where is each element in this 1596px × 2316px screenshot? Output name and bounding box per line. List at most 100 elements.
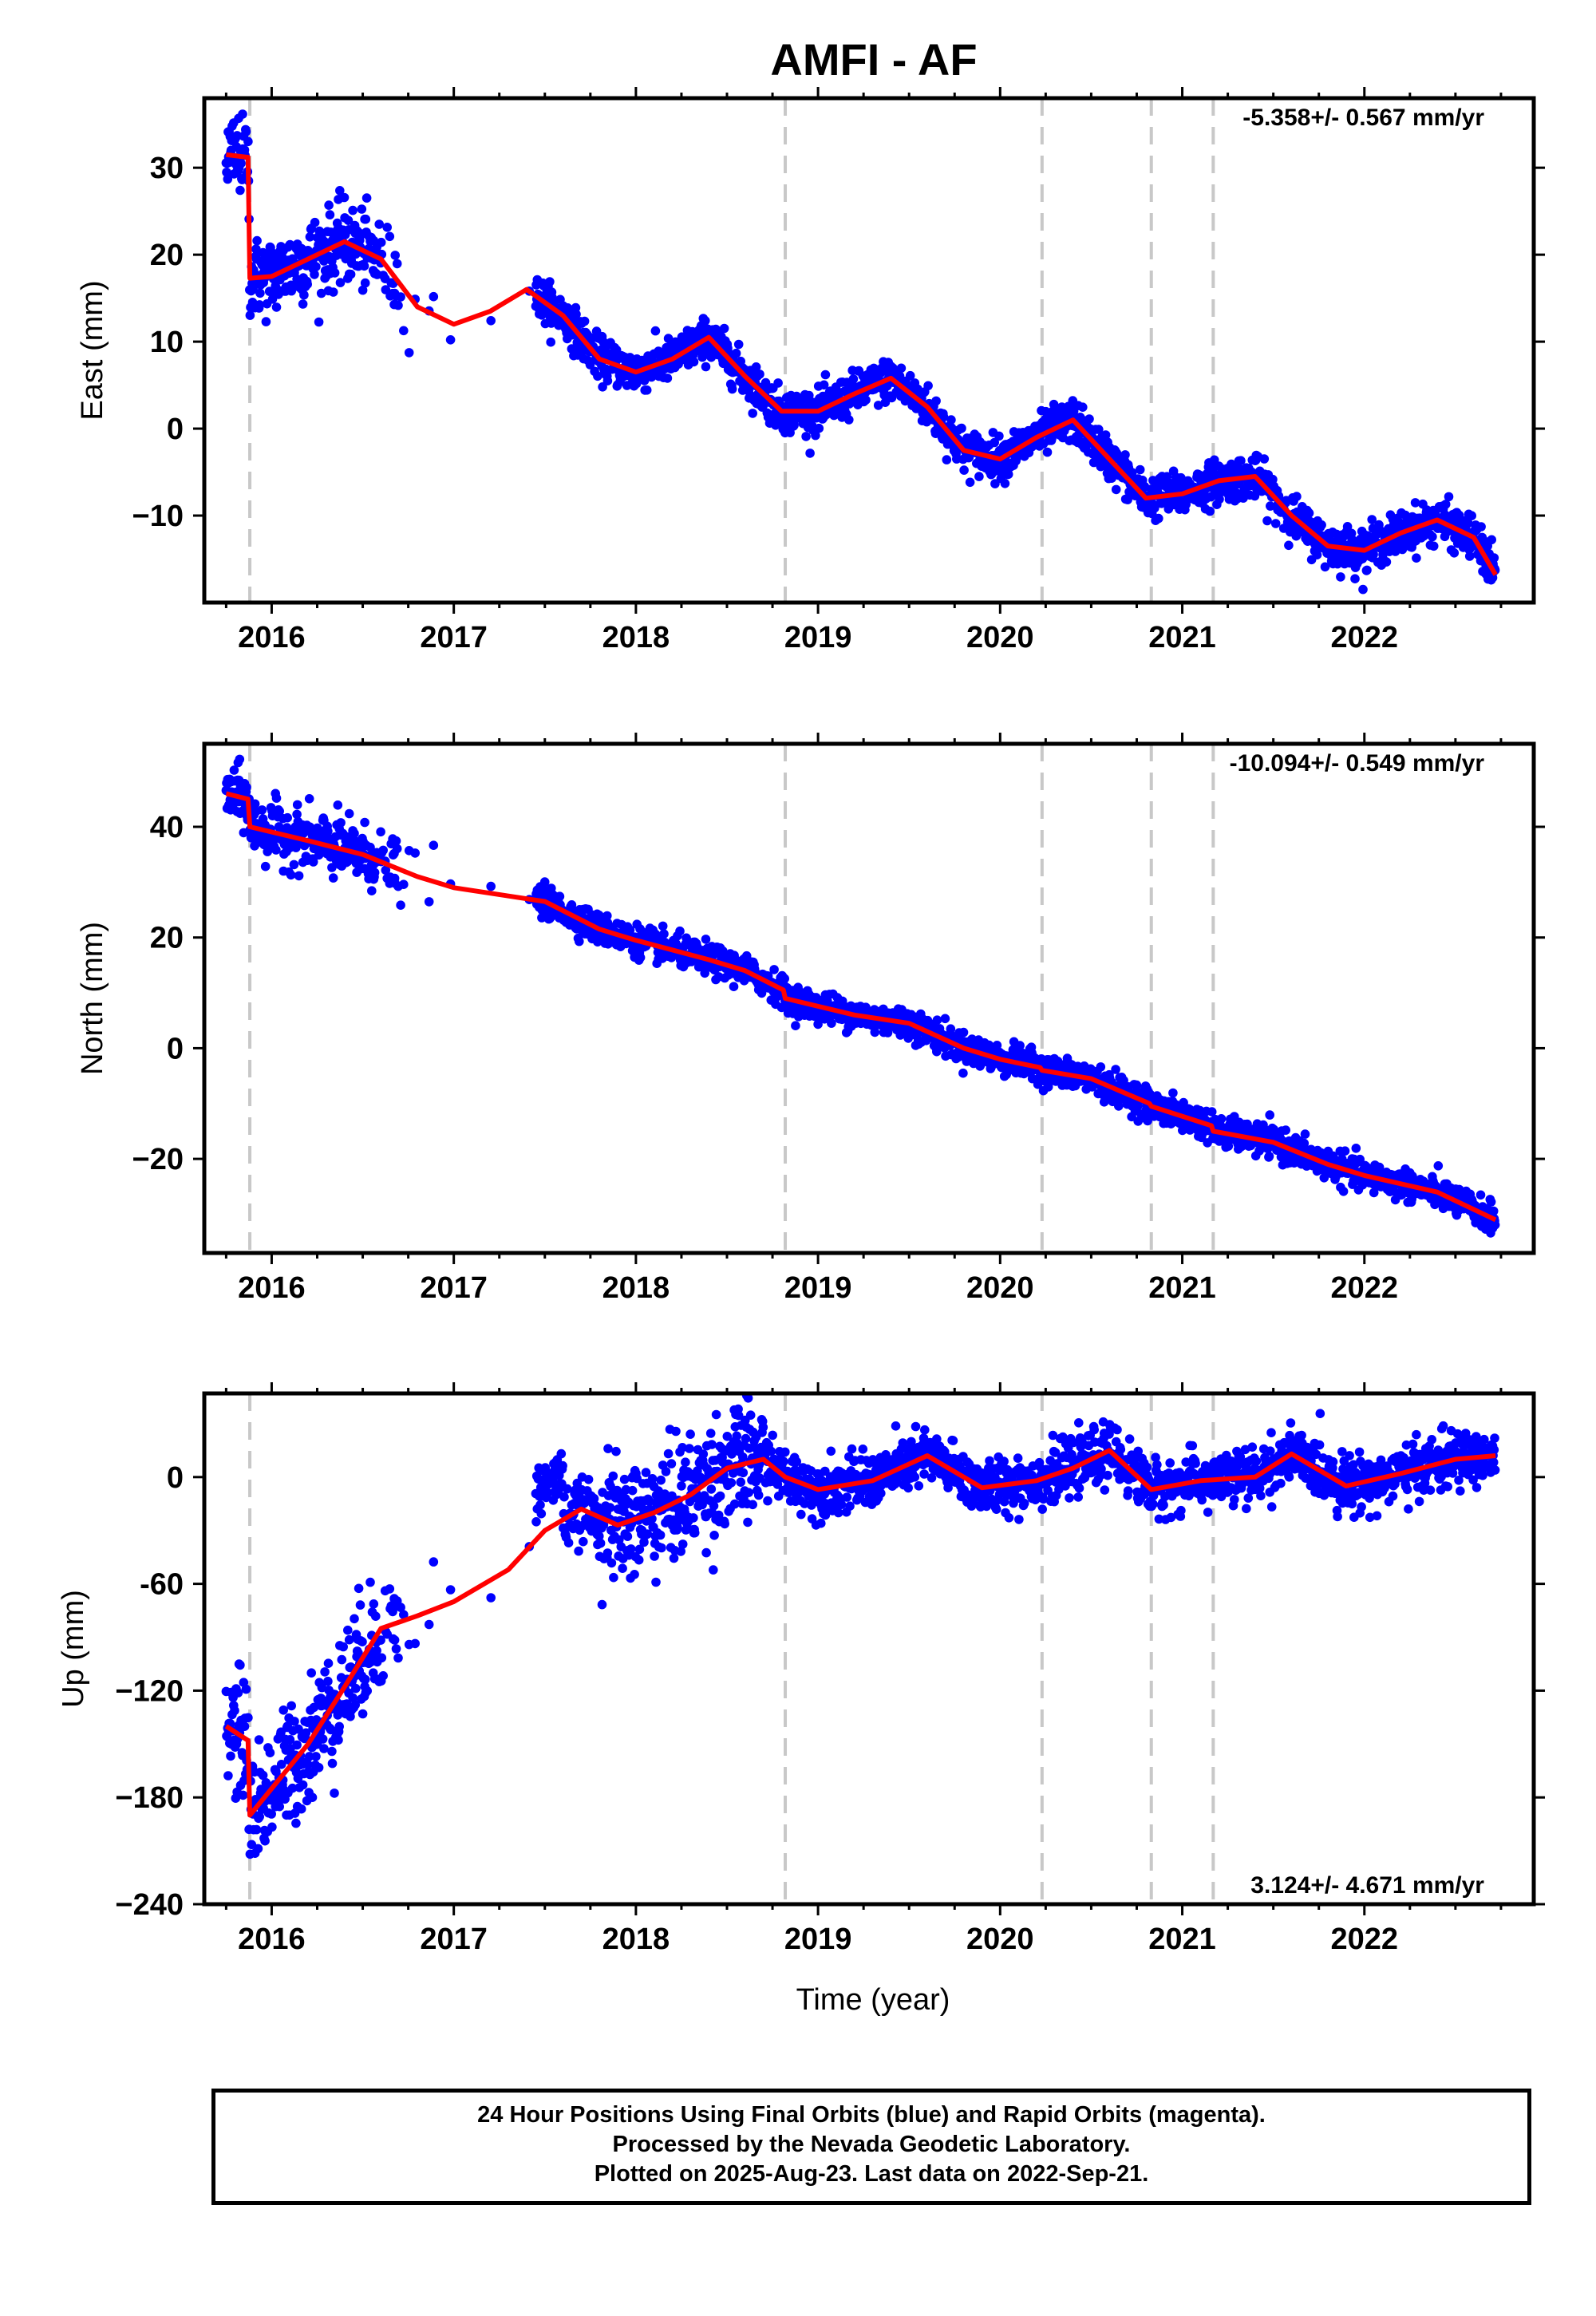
- data-point: [727, 384, 737, 394]
- data-point: [1003, 469, 1013, 480]
- data-point: [1320, 562, 1330, 572]
- data-point: [689, 357, 699, 367]
- data-point: [659, 929, 669, 939]
- data-point: [1351, 1144, 1361, 1153]
- data-point: [292, 809, 302, 820]
- data-point: [1215, 494, 1224, 504]
- data-point: [1381, 557, 1392, 567]
- data-point: [1168, 1088, 1178, 1098]
- data-point: [344, 808, 354, 819]
- data-point: [258, 1770, 268, 1780]
- data-point: [328, 287, 338, 297]
- data-point: [324, 200, 334, 210]
- data-point: [940, 1014, 950, 1024]
- data-point: [233, 1688, 243, 1697]
- x-tick-label: 2017: [420, 1271, 488, 1305]
- data-point: [1179, 1097, 1188, 1108]
- data-point: [328, 873, 338, 883]
- model-fit-line: [225, 791, 1497, 1223]
- data-point: [1111, 484, 1121, 495]
- data-point: [243, 1713, 253, 1723]
- data-point: [844, 415, 854, 425]
- data-point: [354, 1583, 364, 1594]
- data-point: [296, 1804, 306, 1814]
- data-point: [365, 1577, 375, 1587]
- data-point: [294, 1724, 303, 1734]
- data-point: [302, 279, 313, 290]
- data-point: [319, 1744, 329, 1753]
- data-point: [378, 845, 389, 856]
- data-point: [235, 185, 245, 196]
- x-tick-label: 2018: [602, 621, 670, 654]
- data-point: [337, 1654, 347, 1665]
- data-point: [1390, 547, 1400, 556]
- data-point: [545, 277, 555, 287]
- data-point: [346, 269, 356, 279]
- data-point: [1476, 522, 1486, 532]
- x-tick-label: 2021: [1148, 621, 1216, 654]
- data-point: [1490, 1220, 1500, 1230]
- data-point: [1270, 519, 1281, 528]
- data-point: [1084, 414, 1094, 424]
- y-tick-label: 40: [150, 811, 184, 844]
- data-point: [314, 1763, 324, 1773]
- data-point: [1444, 492, 1454, 502]
- data-point: [804, 390, 814, 401]
- data-point: [486, 316, 496, 326]
- data-point: [579, 316, 590, 326]
- data-point: [222, 168, 231, 177]
- data-point: [350, 1700, 361, 1709]
- data-point: [327, 1758, 338, 1769]
- data-point: [675, 926, 685, 936]
- data-point: [931, 396, 941, 406]
- data-point: [248, 284, 258, 294]
- data-point: [294, 871, 304, 881]
- data-point: [303, 1760, 313, 1769]
- data-point: [1464, 551, 1475, 561]
- data-point: [642, 385, 652, 395]
- data-point: [323, 1676, 333, 1686]
- data-point: [376, 827, 385, 837]
- data-point: [355, 1600, 365, 1610]
- rate-label: -5.358+/- 0.567 mm/yr: [1242, 105, 1484, 131]
- data-point: [1336, 572, 1345, 582]
- data-point: [486, 881, 496, 891]
- data-point: [282, 812, 293, 823]
- data-point: [350, 1614, 359, 1624]
- data-point: [252, 235, 262, 246]
- data-point: [304, 794, 314, 804]
- data-point: [429, 291, 439, 302]
- data-point: [311, 1752, 321, 1761]
- data-point: [307, 1792, 318, 1802]
- data-point: [261, 317, 271, 326]
- y-tick-label: 0: [167, 1032, 184, 1065]
- data-point: [399, 326, 409, 336]
- data-point: [701, 362, 711, 372]
- data-point: [848, 374, 859, 384]
- data-point: [242, 782, 251, 792]
- data-point: [299, 290, 309, 300]
- data-point: [260, 1836, 270, 1846]
- data-point: [330, 268, 340, 278]
- data-point: [1265, 1110, 1274, 1120]
- data-point: [1259, 454, 1270, 464]
- data-point: [555, 891, 565, 901]
- data-point: [376, 237, 386, 247]
- data-point: [424, 897, 434, 907]
- data-point: [334, 1721, 345, 1732]
- x-tick-label: 2022: [1330, 1271, 1398, 1305]
- data-points: [221, 754, 1500, 1238]
- data-point: [755, 370, 764, 379]
- data-point: [374, 219, 385, 229]
- data-point: [275, 1801, 285, 1812]
- data-point: [1488, 1206, 1499, 1216]
- data-point: [338, 1642, 349, 1652]
- data-point: [635, 953, 646, 962]
- data-point: [390, 251, 401, 260]
- data-point: [958, 1068, 968, 1078]
- data-point: [260, 861, 271, 871]
- data-point: [1428, 541, 1439, 551]
- data-point: [275, 806, 285, 816]
- data-point: [429, 840, 439, 850]
